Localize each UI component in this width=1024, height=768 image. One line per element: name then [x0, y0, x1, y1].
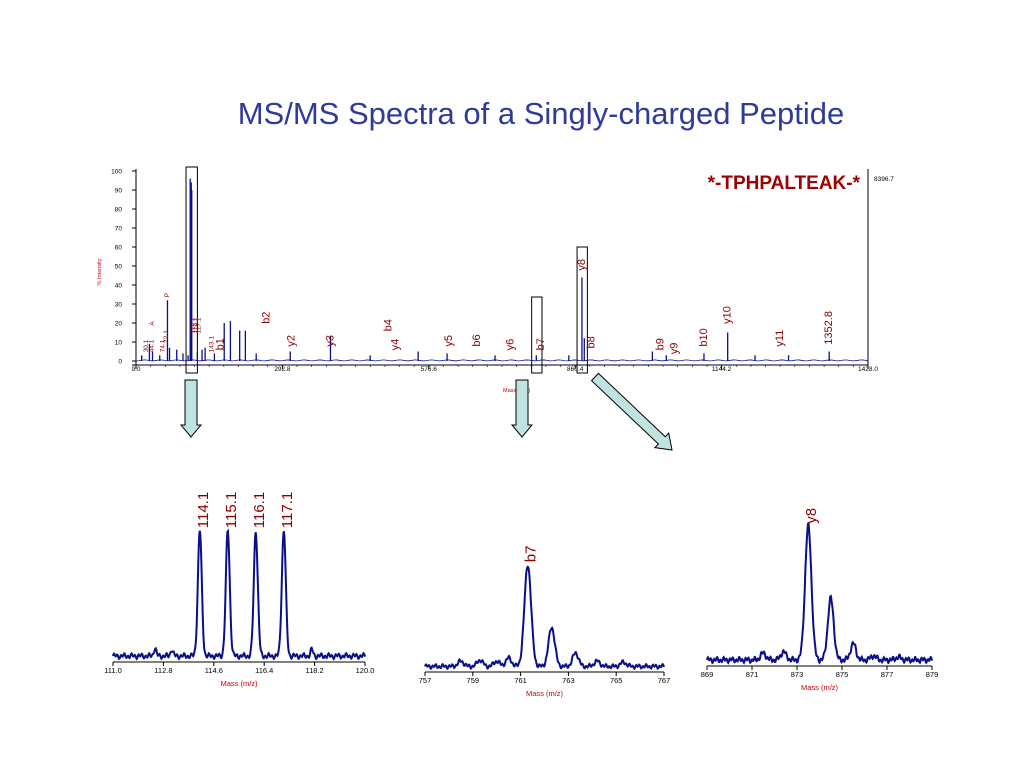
y-tick-label: 30: [115, 302, 123, 309]
peak-label: b2: [260, 312, 272, 324]
peak-label: b10: [698, 328, 710, 346]
peak-label: A: [149, 321, 156, 326]
peptide-sequence-label: *-TPHPALTEAK-*: [708, 173, 861, 194]
zoom-y8-chart: 869 871 873 875 877 879 Mass (m/z) y8: [701, 508, 939, 692]
y-tick-label: 20: [115, 321, 123, 328]
x-tick-label: 1144.2: [712, 366, 732, 373]
peak-label: P: [164, 293, 171, 297]
peak-label: y11: [774, 330, 786, 347]
peak-label: y9: [668, 343, 680, 355]
zoom-arrows: [179, 372, 673, 451]
x-tick-label: 873: [791, 670, 804, 679]
x-tick-label: 9.0: [131, 366, 140, 373]
baseline-trace: [135, 359, 869, 362]
x-tick-label: 576.6: [421, 366, 438, 373]
x-axis-label: Mass (m/z): [801, 683, 839, 692]
x-tick-label: 877: [881, 670, 894, 679]
highlight-box: [576, 246, 588, 374]
peak-label: y2: [286, 335, 298, 347]
y-tick-label: 40: [115, 283, 123, 290]
x-tick-label: 1428.0: [858, 366, 878, 373]
peak-label: b9: [655, 338, 667, 350]
peak-label: 44.1: [149, 339, 156, 352]
x-axis-label: Mass (m/z): [220, 679, 258, 688]
y-tick-label: 70: [115, 226, 123, 233]
peak-label: 116.1: [251, 492, 268, 528]
x-tick-label: 111.0: [104, 666, 122, 675]
x-tick-label: 116.4: [255, 666, 273, 675]
main-spectrum-chart: 0 10 20 30 40 50 60 70 80 90 100 9.0 292.8 576.6 860.4…: [97, 166, 894, 394]
peak-label: y6: [504, 339, 516, 351]
x-tick-label: 765: [610, 676, 623, 685]
peak-label: 30.1: [143, 339, 150, 352]
x-tick-label: 763: [562, 676, 575, 685]
peak-label: 1352.8: [823, 311, 835, 345]
spectrum-trace: [424, 565, 665, 671]
zoom-arrow-b7: [510, 379, 534, 438]
x-tick-label: 879: [926, 670, 939, 679]
peak-label: b1: [215, 338, 227, 350]
y-tick-label: 60: [115, 245, 123, 252]
x-tick-label: 120.0: [356, 666, 375, 675]
peak-label: y8: [576, 259, 588, 271]
peak-label: 116.1: [193, 317, 200, 333]
x-tick-label: 292.8: [274, 366, 291, 373]
peak-label: b7: [535, 338, 547, 350]
spectrum-trace: [112, 528, 366, 661]
peak-label: 114.1: [195, 492, 212, 528]
x-tick-label: 869: [701, 670, 714, 679]
highlight-box: [531, 296, 543, 374]
max-intensity-label: 8396.7: [874, 176, 894, 183]
peak-label: 72.1: [163, 330, 170, 343]
peak-label: 114.1: [189, 317, 196, 333]
zoom-arrow-reporter: [179, 379, 203, 438]
x-tick-label: 767: [658, 676, 671, 685]
zoom-arrow-y8: [590, 372, 673, 451]
peak-label: 117.1: [279, 492, 296, 528]
slide-title: MS/MS Spectra of a Singly-charged Peptid…: [237, 96, 845, 131]
y-tick-label: 90: [115, 188, 123, 195]
y-tick-label: 10: [115, 340, 123, 347]
peak-label: b4: [383, 319, 395, 331]
x-tick-label: 759: [467, 676, 480, 685]
peak-label: 143.1: [209, 336, 216, 353]
x-axis-label: Mass (m/z): [526, 689, 564, 698]
peak-label: b6: [471, 334, 483, 346]
peak-label: y3: [324, 335, 336, 347]
x-tick-label: 860.4: [567, 366, 584, 373]
y-tick-label: 50: [115, 264, 123, 271]
peak-label: y5: [443, 335, 455, 347]
peak-label: b8: [585, 336, 597, 348]
y-tick-label: 100: [111, 169, 122, 176]
y-axis-label: % Intensity: [97, 258, 103, 285]
x-tick-label: 871: [746, 670, 759, 679]
peak-label: y8: [803, 508, 820, 524]
x-tick-label: 118.2: [305, 666, 323, 675]
x-tick-label: 875: [836, 670, 849, 679]
x-tick-label: 112.8: [154, 666, 172, 675]
peak-label: y4: [389, 339, 401, 351]
highlight-box: [185, 166, 198, 374]
peak-label: b7: [523, 546, 540, 563]
spectrum-trace: [706, 522, 933, 665]
y-tick-label: 0: [118, 359, 122, 366]
x-tick-label: 757: [419, 676, 432, 685]
zoom-b7-chart: 757 759 761 763 765 767 Mass (m/z) b7: [419, 546, 671, 698]
peak-label: 117.1: [196, 317, 203, 333]
x-tick-label: 761: [514, 676, 527, 685]
zoom-reporter-ions-chart: 111.0 112.8 114.6 116.4 118.2 120.0 Mass (m/z)…: [104, 492, 374, 688]
peak-label: y10: [722, 306, 734, 324]
y-tick-label: 80: [115, 207, 123, 214]
x-tick-label: 114.6: [205, 666, 223, 675]
peak-label: 74.1: [160, 339, 167, 352]
peak-label: 115.1: [223, 492, 240, 528]
